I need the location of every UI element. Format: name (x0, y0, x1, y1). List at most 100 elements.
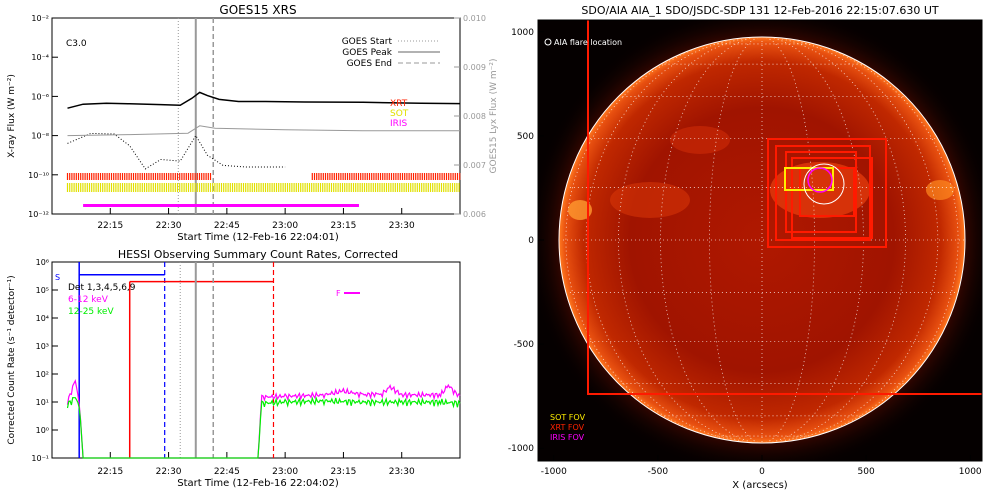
goes-lyx-line (67, 125, 460, 137)
goes-y2-tick-label: 0.006 (463, 210, 486, 219)
goes-y-tick-label: 10⁻⁸ (31, 132, 49, 141)
xrt-coverage-bar (311, 173, 461, 180)
aia-y-tick-label: -1000 (508, 444, 534, 454)
hessi-y-tick-label: 10⁻¹ (31, 454, 49, 463)
hessi-x-tick-label: 23:15 (330, 467, 356, 477)
hessi-y-tick-label: 10² (36, 370, 49, 379)
hessi-flag-s: S (55, 273, 60, 282)
legend-sot: SOT (390, 109, 409, 119)
goes-y-tick-label: 10⁻¹² (28, 210, 49, 219)
goes-y-tick-label: 10⁻¹⁰ (28, 171, 49, 180)
sot-fov-box (784, 167, 834, 191)
legend-goes-peak: GOES Peak (342, 48, 392, 58)
goes-x-tick-label: 22:30 (156, 221, 182, 231)
goes-y-tick-label: 10⁻⁴ (31, 53, 49, 62)
goes-y2-tick-label: 0.010 (463, 14, 486, 23)
hessi-y-tick-label: 10⁵ (36, 286, 49, 295)
goes-legend: GOES Start GOES Peak GOES End (342, 37, 440, 69)
aia-y-tick-label: 500 (517, 132, 534, 142)
goes-y2-tick-label: 0.009 (463, 63, 486, 72)
aia-flare-location-marker (803, 163, 845, 205)
legend-xrt: XRT (390, 99, 408, 109)
hessi-y-tick-label: 10¹ (36, 398, 49, 407)
xrt-fov-box-1 (767, 138, 887, 248)
hessi-y-tick-label: 10⁰ (36, 426, 49, 435)
aia-flare-legend-marker (544, 38, 552, 46)
xrt-coverage-bar (66, 173, 212, 180)
aia-title: SDO/AIA AIA_1 SDO/JSDC-SDP 131 12-Feb-20… (581, 4, 938, 17)
sot-coverage-bar (66, 183, 460, 192)
hessi-panel: HESSI Observing Summary Count Rates, Cor… (7, 248, 461, 489)
goes-coverage-bars (66, 173, 461, 207)
hessi-y-tick-label: 10³ (36, 342, 49, 351)
aia-fov-label-sot: SOT FOV (550, 413, 586, 422)
hessi-y-tick-label: 10⁴ (36, 314, 49, 323)
goes-short-channel-line (67, 132, 286, 170)
aia-x-label: X (arcsecs) (732, 480, 788, 491)
goes-x-axis: 22:15 22:30 22:45 23:00 23:15 23:30 (97, 208, 415, 231)
hessi-x-tick-label: 22:15 (97, 467, 123, 477)
aia-y-tick-label: -500 (514, 340, 535, 350)
aia-y-tick-label: 1000 (511, 28, 534, 38)
aia-flare-label: AIA flare location (554, 38, 622, 47)
aia-x-tick-label: -500 (648, 467, 669, 477)
aia-limb-circle (558, 36, 966, 444)
hessi-x-tick-label: 22:30 (156, 467, 182, 477)
hessi-y-tick-label: 10⁶ (36, 258, 49, 267)
legend-iris: IRIS (390, 119, 408, 129)
goes-y2-tick-label: 0.008 (463, 112, 486, 121)
hessi-12-25kev-line (66, 396, 461, 459)
goes-instrument-legend: XRT SOT IRIS (390, 99, 409, 129)
iris-fov-box (807, 167, 833, 193)
aia-lat-lon-grid (560, 38, 964, 442)
hessi-x-label: Start Time (12-Feb-16 22:04:02) (177, 478, 339, 489)
hessi-x-tick-label: 23:00 (272, 467, 298, 477)
aia-x-tick-label: 500 (858, 467, 875, 477)
goes-right-axis: 0.010 0.009 0.008 0.007 0.006 (454, 14, 486, 219)
xrt-fov-box-4 (791, 157, 873, 239)
xrt-fov-box-3 (785, 151, 857, 233)
goes-y-tick-label: 10⁻⁶ (31, 92, 49, 101)
xrt-fov-large (587, 20, 982, 395)
hessi-y-label: Corrected Count Rate (s⁻¹ detector⁻¹) (7, 275, 17, 444)
hessi-x-tick-label: 23:30 (389, 467, 415, 477)
xrt-fov-box-2 (775, 145, 871, 241)
aia-x-tick-label: -1000 (541, 467, 567, 477)
goes-left-axis: 10⁻² 10⁻⁴ 10⁻⁶ 10⁻⁸ 10⁻¹⁰ 10⁻¹² (28, 14, 58, 219)
hessi-legend: Det 1,3,4,5,6,9 6-12 keV 12-25 keV (68, 283, 136, 317)
aia-x-tick-label: 0 (759, 467, 765, 477)
aia-x-axis: -1000 -500 0 500 1000 (541, 455, 982, 477)
aia-panel: SDO/AIA AIA_1 SDO/JSDC-SDP 131 12-Feb-20… (508, 4, 983, 491)
goes-x-tick-label: 22:45 (214, 221, 240, 231)
iris-coverage-bar (83, 204, 359, 207)
goes-panel: GOES15 XRS 10⁻² 10⁻⁴ 10⁻⁶ 10⁻⁸ 10⁻¹⁰ 10⁻¹² 0.… (7, 3, 499, 243)
hessi-title: HESSI Observing Summary Count Rates, Cor… (118, 248, 398, 261)
hessi-markers (78, 262, 275, 458)
goes-title: GOES15 XRS (219, 3, 296, 17)
xrt-fov-boxes (587, 20, 982, 395)
goes-long-channel-line (67, 91, 461, 109)
legend-12-25kev: 12-25 keV (68, 307, 114, 317)
goes-y2-tick-label: 0.007 (463, 161, 486, 170)
goes-x-tick-label: 23:00 (272, 221, 298, 231)
aia-y-axis: 1000 500 0 -500 -1000 (508, 28, 544, 454)
aia-y-tick-label: 0 (528, 236, 534, 246)
legend-det: Det 1,3,4,5,6,9 (68, 283, 136, 293)
goes-class-label: C3.0 (66, 39, 87, 49)
legend-goes-end: GOES End (347, 59, 392, 69)
goes-x-label: Start Time (12-Feb-16 22:04:01) (177, 232, 339, 243)
hessi-y-axis: 10⁶ 10⁵ 10⁴ 10³ 10² 10¹ 10⁰ 10⁻¹ (31, 258, 58, 463)
goes-x-tick-label: 23:30 (389, 221, 415, 231)
goes-x-tick-label: 22:15 (97, 221, 123, 231)
aia-fov-label-iris: IRIS FOV (550, 433, 585, 442)
aia-x-tick-label: 1000 (959, 467, 982, 477)
goes-y2-label: GOES15 Lyx Flux (W m⁻²) (489, 59, 499, 174)
legend-6-12kev: 6-12 keV (68, 295, 109, 305)
goes-x-tick-label: 23:15 (330, 221, 356, 231)
hessi-x-axis: 22:15 22:30 22:45 23:00 23:15 23:30 (97, 452, 415, 477)
hessi-flag-f: F (336, 289, 341, 298)
aia-fov-label-xrt: XRT FOV (550, 423, 585, 432)
legend-goes-start: GOES Start (342, 37, 393, 47)
goes-y-tick-label: 10⁻² (31, 14, 49, 23)
